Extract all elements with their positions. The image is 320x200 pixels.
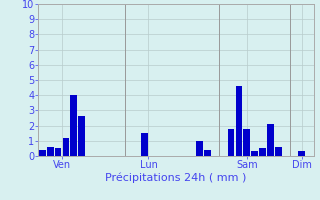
Bar: [70, 95, 77, 156]
Bar: [267, 124, 274, 156]
Bar: [244, 129, 250, 156]
Bar: [275, 147, 282, 156]
X-axis label: Précipitations 24h ( mm ): Précipitations 24h ( mm ): [105, 173, 247, 183]
Bar: [47, 147, 53, 156]
Bar: [228, 129, 234, 156]
Bar: [63, 138, 69, 156]
Bar: [299, 151, 305, 156]
Bar: [55, 148, 61, 156]
Bar: [204, 150, 211, 156]
Bar: [259, 148, 266, 156]
Bar: [141, 133, 148, 156]
Bar: [39, 150, 46, 156]
Bar: [196, 141, 203, 156]
Bar: [236, 86, 242, 156]
Bar: [78, 116, 85, 156]
Bar: [251, 151, 258, 156]
